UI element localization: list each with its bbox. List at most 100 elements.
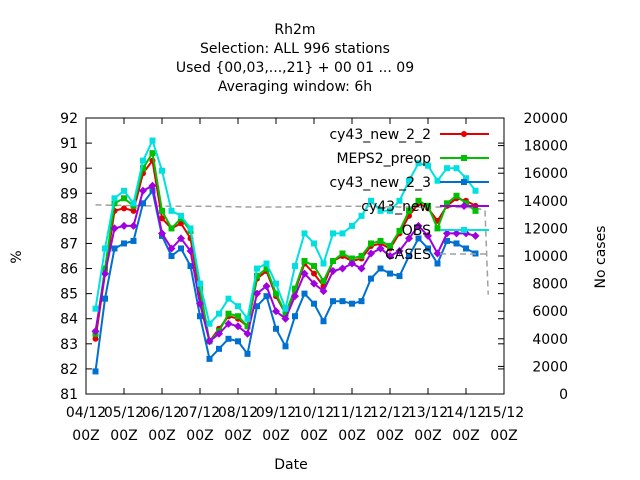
x-tick-label: 10/12 00Z — [294, 405, 334, 444]
y-tick-label: 84 — [60, 312, 78, 328]
data-point — [273, 325, 279, 332]
data-point — [395, 246, 404, 255]
data-point — [234, 322, 242, 331]
data-point — [216, 310, 222, 317]
data-point — [358, 298, 365, 305]
data-point — [206, 355, 213, 362]
data-point — [377, 207, 384, 214]
data-point — [111, 245, 118, 252]
y2-tick-label: 18000 — [523, 139, 568, 155]
data-point — [130, 200, 137, 207]
data-point — [121, 195, 127, 202]
data-point — [339, 250, 346, 257]
data-point — [453, 165, 460, 172]
data-point — [387, 242, 393, 249]
data-point — [197, 285, 203, 292]
data-point — [471, 231, 480, 240]
data-point — [434, 260, 441, 267]
data-point — [168, 253, 175, 259]
data-point — [102, 245, 108, 252]
data-point — [414, 221, 423, 230]
y2-tick-label: 4000 — [532, 332, 568, 348]
data-point — [254, 265, 260, 272]
x-tick-label: 09/12 00Z — [256, 405, 296, 444]
data-point — [348, 259, 356, 268]
data-point — [367, 249, 375, 258]
y2-tick-label: 16000 — [523, 166, 568, 182]
data-point — [196, 299, 204, 308]
data-point — [349, 300, 355, 307]
y2-tick-label: 2000 — [532, 359, 568, 375]
data-point — [320, 260, 327, 267]
data-point — [310, 279, 318, 288]
y2-tick-label: 6000 — [532, 304, 568, 320]
legend-label: cy43_new_2_2 — [329, 127, 431, 143]
legend-marker — [461, 227, 467, 233]
data-point — [130, 207, 137, 214]
data-point — [311, 300, 317, 307]
data-point — [357, 264, 366, 273]
data-point — [396, 273, 403, 280]
y2-tick-label: 12000 — [523, 221, 568, 237]
data-point — [386, 252, 394, 260]
data-point — [159, 207, 165, 214]
x-tick-label: 05/12 00Z — [104, 405, 144, 444]
y-tick-label: 92 — [60, 111, 78, 127]
data-point — [415, 160, 422, 167]
y-tick-label: 85 — [60, 287, 78, 303]
data-point — [425, 245, 431, 252]
data-point — [111, 195, 118, 202]
data-point — [121, 205, 127, 212]
data-point — [444, 200, 450, 207]
legend-label: CASES — [385, 247, 431, 263]
data-point — [291, 292, 299, 301]
data-point — [187, 263, 194, 270]
legend-marker — [461, 179, 467, 185]
data-point — [301, 258, 308, 265]
data-point — [444, 165, 450, 172]
legend-label: MEPS2_preop — [336, 151, 431, 167]
data-point — [140, 157, 146, 164]
data-point — [330, 230, 336, 237]
data-point — [178, 212, 184, 219]
data-point — [330, 258, 336, 265]
data-point — [339, 298, 346, 305]
data-point — [424, 231, 432, 240]
y-axis: 81 82 83 84 85 86 87 88 89 90 91 92 — [60, 111, 504, 403]
data-point — [463, 175, 469, 182]
y-tick-label: 91 — [60, 136, 78, 152]
data-point — [282, 343, 289, 350]
data-point — [282, 305, 289, 312]
y2-axis: 0 2000 4000 6000 8000 10000 12000 14000 16000 180… — [498, 111, 568, 403]
data-point — [292, 263, 298, 270]
data-point — [425, 202, 431, 209]
data-point — [320, 278, 327, 285]
data-point — [405, 234, 413, 243]
data-point — [262, 282, 271, 291]
data-point — [282, 310, 289, 317]
data-point — [301, 290, 308, 297]
y-tick-label: 81 — [60, 387, 78, 403]
data-point — [434, 177, 441, 184]
data-point — [349, 222, 355, 229]
legend-marker — [461, 155, 467, 161]
data-point — [178, 245, 184, 252]
data-point — [396, 227, 403, 234]
data-point — [368, 275, 374, 282]
data-point — [177, 234, 185, 243]
data-point — [168, 207, 175, 214]
data-point — [254, 303, 260, 310]
data-point — [453, 192, 460, 199]
data-point — [396, 197, 403, 204]
data-point — [387, 270, 393, 277]
x-axis-title: Date — [274, 457, 307, 473]
y2-axis-title: No cases — [593, 226, 609, 289]
data-point — [235, 313, 241, 320]
y2-tick-label: 8000 — [532, 277, 568, 293]
data-point — [129, 221, 138, 230]
data-point — [130, 237, 137, 244]
legend-label: cy43_new — [361, 199, 431, 215]
y-axis-title: % — [9, 250, 25, 263]
data-point — [148, 181, 157, 190]
